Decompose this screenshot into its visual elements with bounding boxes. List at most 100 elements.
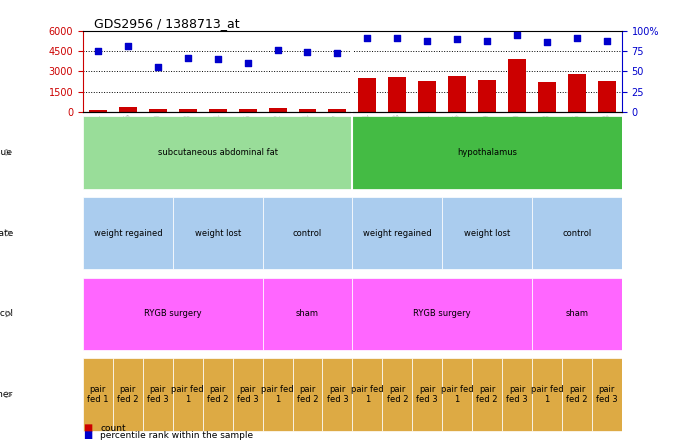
Point xyxy=(332,49,343,56)
Text: pair
fed 2: pair fed 2 xyxy=(566,385,588,404)
Bar xyxy=(119,107,137,112)
FancyBboxPatch shape xyxy=(233,358,263,431)
Bar xyxy=(89,110,107,112)
Point xyxy=(242,60,253,67)
FancyBboxPatch shape xyxy=(592,358,622,431)
FancyBboxPatch shape xyxy=(562,358,592,431)
Text: control: control xyxy=(562,229,591,238)
Text: weight regained: weight regained xyxy=(93,229,162,238)
FancyBboxPatch shape xyxy=(413,358,442,431)
FancyBboxPatch shape xyxy=(352,358,382,431)
Text: control: control xyxy=(293,229,322,238)
Point xyxy=(122,42,133,49)
Text: ■: ■ xyxy=(83,430,92,440)
FancyBboxPatch shape xyxy=(442,197,532,270)
Bar xyxy=(538,82,556,112)
FancyBboxPatch shape xyxy=(83,197,173,270)
FancyBboxPatch shape xyxy=(143,358,173,431)
Text: other: other xyxy=(0,390,13,399)
Text: pair
fed 3: pair fed 3 xyxy=(507,385,528,404)
FancyBboxPatch shape xyxy=(323,358,352,431)
Point xyxy=(422,37,433,44)
FancyBboxPatch shape xyxy=(532,358,562,431)
Point xyxy=(272,46,283,53)
Bar xyxy=(359,78,377,112)
Bar xyxy=(209,110,227,112)
FancyBboxPatch shape xyxy=(83,358,113,431)
Point xyxy=(392,35,403,42)
FancyBboxPatch shape xyxy=(472,358,502,431)
Text: pair fed
1: pair fed 1 xyxy=(441,385,473,404)
Text: pair
fed 3: pair fed 3 xyxy=(417,385,438,404)
Text: pair
fed 2: pair fed 2 xyxy=(476,385,498,404)
Text: ■: ■ xyxy=(83,423,92,433)
Bar xyxy=(418,81,436,112)
Text: percentile rank within the sample: percentile rank within the sample xyxy=(100,431,254,440)
FancyBboxPatch shape xyxy=(202,358,233,431)
Bar xyxy=(269,108,287,112)
FancyBboxPatch shape xyxy=(352,278,532,350)
Point xyxy=(452,36,463,43)
FancyBboxPatch shape xyxy=(532,197,622,270)
Text: weight lost: weight lost xyxy=(464,229,510,238)
Text: sham: sham xyxy=(565,309,589,318)
Text: count: count xyxy=(100,424,126,433)
Bar xyxy=(179,109,197,112)
Text: pair fed
1: pair fed 1 xyxy=(261,385,294,404)
Text: disease state: disease state xyxy=(0,229,13,238)
Bar xyxy=(238,110,256,112)
Point xyxy=(542,38,553,45)
Text: RYGB surgery: RYGB surgery xyxy=(144,309,202,318)
Bar xyxy=(328,109,346,112)
Text: pair
fed 2: pair fed 2 xyxy=(117,385,139,404)
Text: pair fed
1: pair fed 1 xyxy=(531,385,563,404)
Text: subcutaneous abdominal fat: subcutaneous abdominal fat xyxy=(158,148,278,157)
FancyBboxPatch shape xyxy=(263,197,352,270)
Text: pair
fed 3: pair fed 3 xyxy=(327,385,348,404)
Text: weight regained: weight regained xyxy=(363,229,432,238)
Text: hypothalamus: hypothalamus xyxy=(457,148,517,157)
Point xyxy=(93,48,104,55)
FancyBboxPatch shape xyxy=(263,358,292,431)
Bar xyxy=(448,75,466,112)
FancyBboxPatch shape xyxy=(292,358,323,431)
Point xyxy=(302,48,313,56)
FancyBboxPatch shape xyxy=(173,358,202,431)
Text: pair
fed 3: pair fed 3 xyxy=(147,385,169,404)
Point xyxy=(601,37,612,44)
Text: pair
fed 2: pair fed 2 xyxy=(386,385,408,404)
Text: protocol: protocol xyxy=(0,309,13,318)
Point xyxy=(482,37,493,44)
Bar xyxy=(478,80,496,112)
Point xyxy=(362,34,373,41)
Point xyxy=(212,56,223,63)
Bar xyxy=(598,81,616,112)
FancyBboxPatch shape xyxy=(502,358,532,431)
Point xyxy=(511,32,522,39)
Text: sham: sham xyxy=(296,309,319,318)
FancyBboxPatch shape xyxy=(173,197,263,270)
FancyBboxPatch shape xyxy=(352,197,442,270)
Text: pair
fed 1: pair fed 1 xyxy=(87,385,108,404)
Text: weight lost: weight lost xyxy=(195,229,240,238)
Text: GDS2956 / 1388713_at: GDS2956 / 1388713_at xyxy=(94,17,239,30)
Text: pair fed
1: pair fed 1 xyxy=(351,385,384,404)
Text: pair
fed 2: pair fed 2 xyxy=(296,385,319,404)
FancyBboxPatch shape xyxy=(442,358,472,431)
FancyBboxPatch shape xyxy=(532,278,622,350)
FancyBboxPatch shape xyxy=(263,278,352,350)
FancyBboxPatch shape xyxy=(382,358,413,431)
FancyBboxPatch shape xyxy=(113,358,143,431)
Point xyxy=(571,34,583,41)
Text: pair
fed 3: pair fed 3 xyxy=(237,385,258,404)
Bar xyxy=(388,77,406,112)
FancyBboxPatch shape xyxy=(83,278,263,350)
FancyBboxPatch shape xyxy=(352,116,622,189)
Text: RYGB surgery: RYGB surgery xyxy=(413,309,471,318)
Text: pair
fed 2: pair fed 2 xyxy=(207,385,229,404)
FancyBboxPatch shape xyxy=(83,116,352,189)
Text: tissue: tissue xyxy=(0,148,13,157)
Bar xyxy=(299,109,316,112)
Point xyxy=(152,64,163,71)
Bar xyxy=(568,74,586,112)
